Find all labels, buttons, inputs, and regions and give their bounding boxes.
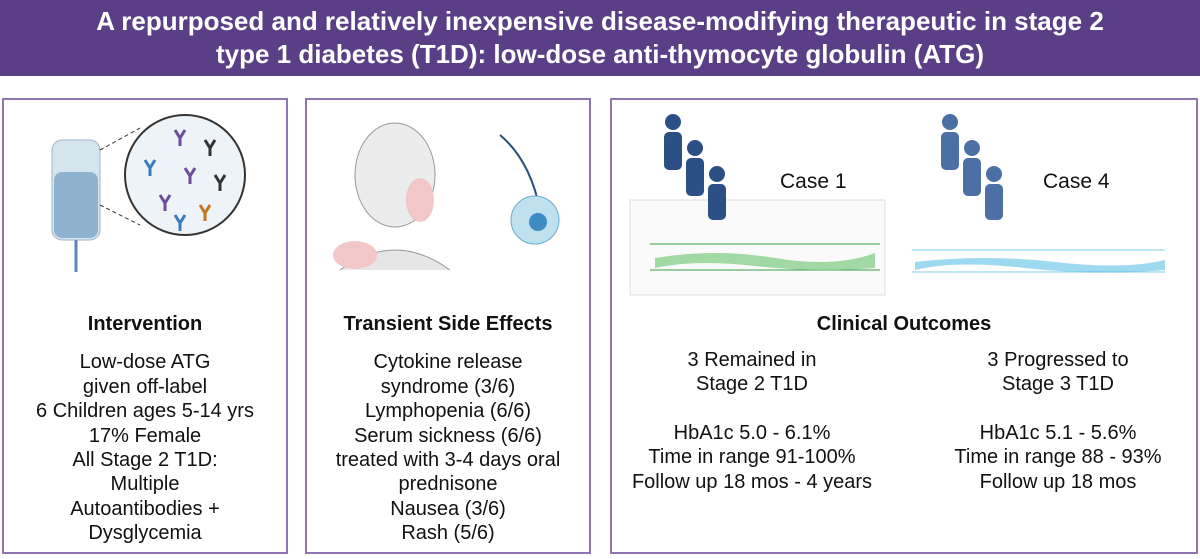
text-line: 17% Female: [88, 424, 202, 447]
zoom-circle: [124, 114, 246, 236]
rash: [406, 178, 434, 222]
text-line: All Stage 2 T1D:: [72, 449, 218, 472]
rash: [333, 241, 377, 269]
detail-line: Follow up 18 mos: [979, 470, 1137, 493]
text-line: Dysglycemia: [88, 522, 202, 545]
text-line: Rash (5/6): [401, 522, 495, 545]
detail-line: Time in range 91-100%: [648, 446, 856, 469]
result-line: 3 Progressed to: [987, 349, 1129, 371]
text-line: Multiple: [110, 473, 180, 496]
zoom-line: [99, 127, 141, 151]
text-line: syndrome (3/6): [380, 375, 516, 398]
text-line: Cytokine release: [373, 351, 523, 374]
zoom-line: [99, 204, 141, 226]
cgm-chart: [629, 199, 886, 296]
text-line: given off-label: [82, 375, 208, 398]
case-label: Case 4: [1043, 170, 1110, 193]
text-column: Transient Side Effects Cytokine release sy…: [305, 312, 591, 546]
text-line: Lymphopenia (6/6): [364, 400, 532, 423]
text-column: 3 Remained in Stage 2 T1D HbA1c 5.0 - 6.1%…: [610, 348, 894, 494]
title-line: A repurposed and relatively inexpensive …: [96, 6, 1104, 36]
result-line: 3 Remained in: [687, 349, 817, 371]
detail-line: HbA1c 5.1 - 5.6%: [979, 421, 1137, 444]
iv-fluid: [54, 172, 98, 238]
text-line: Low-dose ATG: [79, 351, 211, 374]
people-icon: [941, 114, 1003, 220]
text-line: treated with 3-4 days oral: [335, 449, 561, 472]
detail-line: HbA1c 5.0 - 6.1%: [673, 421, 831, 444]
cgm-chart: [905, 200, 1170, 295]
panel: [305, 98, 591, 554]
text-line: Autoantibodies +: [70, 497, 220, 520]
spacer: [920, 397, 1196, 421]
title-line: type 1 diabetes (T1D): low-dose anti-thy…: [215, 39, 984, 69]
text-line: Nausea (3/6): [390, 497, 506, 520]
glucose-band: [655, 253, 875, 271]
text-column: Intervention Low-dose ATG given off-label 6…: [2, 312, 288, 546]
heading: Transient Side Effects: [343, 313, 553, 335]
panel: [2, 98, 288, 554]
illustrations: [51, 114, 1170, 296]
result-line: Stage 3 T1D: [1002, 373, 1114, 396]
glucose-band: [915, 258, 1165, 273]
header: A repurposed and relatively inexpensive …: [0, 0, 1200, 76]
detail-line: Time in range 88 - 93%: [954, 446, 1162, 469]
people-icon: [664, 114, 726, 220]
text-line: prednisone: [398, 473, 498, 496]
result-line: Stage 2 T1D: [696, 373, 808, 396]
panel: [610, 98, 1198, 554]
text-column: 3 Progressed to Stage 3 T1D HbA1c 5.1 - 5.…: [920, 348, 1196, 494]
text-column: Clinical Outcomes: [610, 312, 1198, 350]
text-line: 6 Children ages 5-14 yrs: [36, 400, 254, 423]
antibodies: [143, 129, 227, 231]
heading: Clinical Outcomes: [816, 313, 992, 335]
spacer: [610, 397, 894, 421]
case-label: Case 1: [780, 170, 847, 193]
nucleus: [529, 213, 547, 231]
detail-line: Follow up 18 mos - 4 years: [631, 470, 873, 493]
text-line: Serum sickness (6/6): [354, 424, 542, 447]
heading: Intervention: [87, 313, 203, 335]
